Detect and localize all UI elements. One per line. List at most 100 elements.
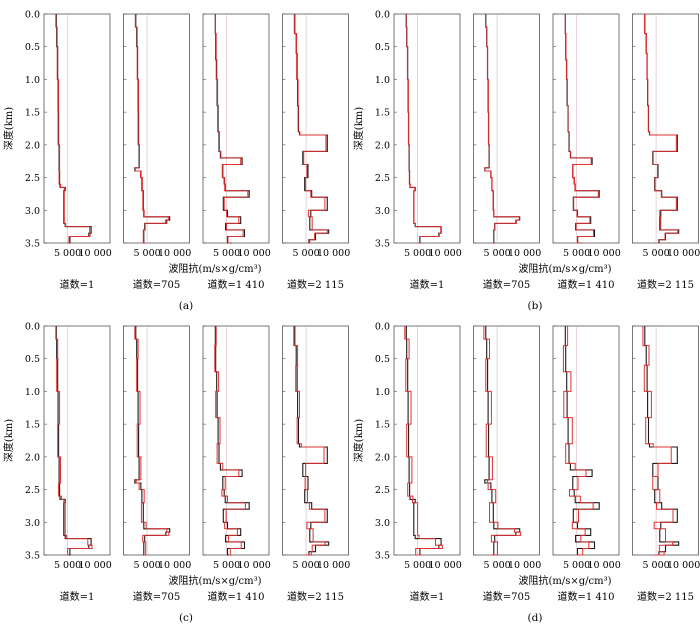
y-tick-label: 0.5 (25, 354, 40, 365)
series-black-line (644, 326, 680, 556)
x-tick-label: 10 000 (317, 248, 350, 259)
x-tick-label: 10 000 (588, 248, 621, 259)
series-red-line (293, 14, 328, 244)
x-axis-label: 波阻抗(m/s×g/cm³) (168, 262, 261, 275)
y-tick-label: 1.0 (375, 75, 390, 86)
x-tick-label: 10 000 (158, 248, 191, 259)
series-black-line (644, 14, 680, 244)
track-label: 道数=1 (410, 590, 445, 603)
x-tick-label: 5 000 (642, 248, 669, 259)
track-label: 道数=1 (410, 278, 445, 291)
x-axis-label: 波阻抗(m/s×g/cm³) (168, 574, 261, 587)
series-red-line (55, 326, 93, 556)
track-label: 道数=1 410 (557, 590, 614, 603)
panel-label: (a) (179, 300, 193, 312)
y-tick-label: 2.0 (25, 140, 40, 151)
track-label: 道数=1 410 (557, 278, 614, 291)
y-tick-label: 1.5 (375, 420, 390, 431)
y-tick-label: 2.5 (25, 485, 40, 496)
series-red-line (214, 14, 249, 244)
track-frame (393, 325, 461, 556)
y-tick-label: 3.5 (25, 551, 40, 562)
track-frame (43, 13, 111, 244)
series-black-line (405, 14, 442, 244)
series-red-line (55, 14, 91, 244)
y-tick-label: 0.5 (375, 42, 390, 53)
x-tick-label: 10 000 (158, 560, 191, 571)
x-tick-label: 5 000 (133, 248, 160, 259)
x-tick-label: 10 000 (429, 248, 462, 259)
track-frame (552, 13, 620, 244)
x-tick-label: 5 000 (213, 560, 240, 571)
x-axis-label: 波阻抗(m/s×g/cm³) (518, 574, 611, 587)
y-axis-label: 深度(km) (352, 107, 365, 150)
series-red-line (484, 14, 520, 244)
y-tick-label: 0.0 (375, 10, 390, 21)
series-red-line (562, 326, 594, 556)
x-tick-label: 10 000 (238, 560, 271, 571)
track-frame (473, 13, 540, 244)
series-black-line (484, 14, 521, 244)
track-label: 道数=705 (483, 590, 530, 603)
series-black-line (405, 326, 442, 556)
series-black-line (294, 14, 330, 244)
track-frame (123, 325, 190, 556)
track-label: 道数=705 (133, 278, 180, 291)
x-tick-label: 10 000 (429, 560, 462, 571)
y-tick-label: 2.5 (25, 173, 40, 184)
x-tick-label: 10 000 (667, 248, 700, 259)
y-tick-label: 2.5 (375, 485, 390, 496)
series-black-line (55, 14, 92, 244)
y-tick-label: 0.0 (25, 10, 40, 21)
y-tick-label: 2.0 (375, 140, 390, 151)
y-tick-label: 1.5 (25, 420, 40, 431)
track-frame (282, 13, 349, 244)
x-tick-label: 5 000 (54, 248, 81, 259)
track-label: 道数=1 410 (207, 590, 264, 603)
track-label: 道数=705 (483, 278, 530, 291)
track-frame (282, 325, 349, 556)
x-tick-label: 5 000 (563, 248, 590, 259)
series-black-line (564, 14, 600, 244)
series-black-line (564, 326, 600, 556)
x-tick-label: 5 000 (133, 560, 160, 571)
series-red-line (134, 14, 169, 244)
track-label: 道数=705 (133, 590, 180, 603)
y-tick-label: 0.0 (25, 322, 40, 333)
y-tick-label: 1.5 (25, 108, 40, 119)
series-black-line (294, 326, 330, 556)
y-tick-label: 3.0 (375, 518, 390, 529)
x-tick-label: 10 000 (508, 560, 541, 571)
y-tick-label: 3.5 (375, 551, 390, 562)
track-frame (202, 13, 270, 244)
x-axis-label: 波阻抗(m/s×g/cm³) (518, 262, 611, 275)
series-red-line (134, 326, 170, 556)
series-red-line (405, 14, 442, 244)
series-red-line (404, 326, 444, 556)
y-tick-label: 2.5 (375, 173, 390, 184)
x-tick-label: 10 000 (667, 560, 700, 571)
series-black-line (55, 326, 92, 556)
series-black-line (134, 326, 171, 556)
x-tick-label: 5 000 (213, 248, 240, 259)
track-frame (123, 13, 190, 244)
track-label: 道数=1 (60, 278, 95, 291)
y-tick-label: 1.5 (375, 108, 390, 119)
track-frame (202, 325, 270, 556)
x-tick-label: 10 000 (79, 248, 112, 259)
y-tick-label: 1.0 (25, 387, 40, 398)
x-tick-label: 5 000 (292, 560, 319, 571)
panel-label: (d) (528, 612, 543, 624)
series-red-line (564, 14, 599, 244)
track-label: 道数=2 115 (287, 278, 344, 291)
y-axis-label: 深度(km) (2, 419, 15, 462)
y-tick-label: 3.5 (375, 239, 390, 250)
track-frame (552, 325, 620, 556)
y-tick-label: 3.0 (25, 206, 40, 217)
track-label: 道数=1 410 (207, 278, 264, 291)
track-frame (632, 325, 699, 556)
x-tick-label: 5 000 (642, 560, 669, 571)
